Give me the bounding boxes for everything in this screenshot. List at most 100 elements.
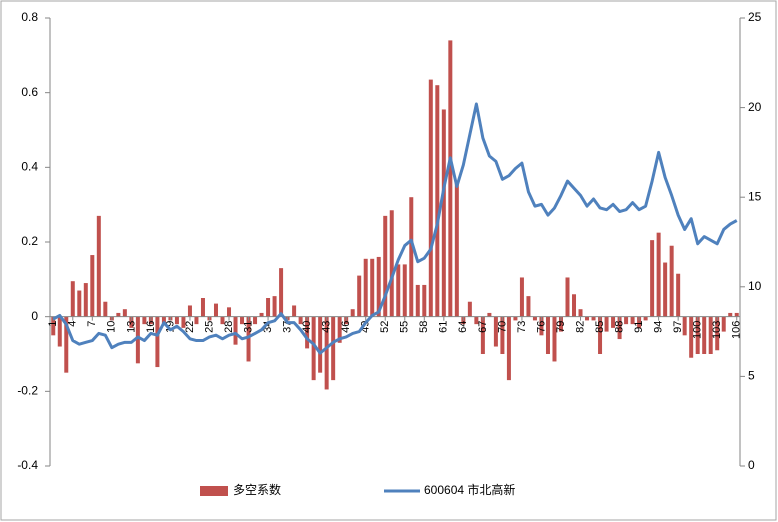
x-tick-label: 28	[223, 321, 235, 333]
bar	[474, 316, 479, 325]
bar	[376, 256, 381, 317]
bar	[513, 316, 518, 321]
x-tick-label: 52	[379, 321, 391, 333]
bar	[689, 316, 694, 358]
bar	[298, 316, 303, 325]
bar	[493, 316, 498, 347]
bar	[253, 316, 258, 325]
bar	[122, 309, 127, 317]
x-tick-label: 10	[106, 321, 118, 333]
y-tick-label: 0.4	[21, 160, 38, 174]
bar	[161, 316, 166, 325]
bar	[526, 296, 531, 317]
bar	[103, 301, 108, 317]
bar	[240, 316, 245, 325]
bar	[617, 316, 622, 340]
y2-tick-label: 10	[748, 279, 762, 293]
x-tick-label: 49	[360, 321, 372, 333]
x-tick-label: 100	[692, 321, 704, 339]
bar	[116, 312, 121, 317]
bar	[266, 298, 271, 317]
bar	[194, 316, 199, 325]
legend-label: 600604 市北高新	[424, 482, 515, 497]
bar	[663, 262, 668, 317]
bar	[656, 232, 661, 317]
bar	[624, 316, 629, 325]
y-tick-label: -0.2	[17, 384, 38, 398]
bar	[363, 258, 368, 317]
legend-label: 多空系数	[233, 482, 281, 497]
bar	[57, 316, 62, 347]
bar	[545, 316, 550, 354]
bar	[181, 316, 186, 328]
bar	[591, 316, 596, 321]
x-tick-label: 94	[653, 321, 665, 333]
x-tick-label: 40	[301, 321, 313, 333]
bar	[155, 316, 160, 368]
bar	[129, 316, 134, 328]
x-tick-label: 73	[516, 321, 528, 333]
bar	[83, 283, 88, 317]
bar	[598, 316, 603, 354]
bar	[187, 305, 192, 317]
bar	[90, 255, 95, 317]
bar	[454, 182, 459, 317]
x-tick-label: 85	[594, 321, 606, 333]
bar	[695, 316, 700, 354]
x-tick-label: 64	[457, 321, 469, 333]
bar	[552, 316, 557, 362]
x-tick-label: 67	[477, 321, 489, 333]
bar	[227, 307, 232, 317]
y2-tick-label: 25	[748, 10, 762, 24]
y-tick-label: 0	[31, 309, 38, 323]
bar	[200, 298, 205, 317]
bar	[637, 316, 642, 328]
bar	[611, 316, 616, 328]
bar	[669, 245, 674, 317]
bar	[715, 316, 720, 351]
bar	[487, 312, 492, 317]
bar	[415, 284, 420, 317]
bar	[676, 273, 681, 317]
x-tick-label: 22	[184, 321, 196, 333]
x-tick-label: 7	[86, 321, 98, 327]
bar	[357, 275, 362, 317]
bar	[506, 316, 511, 381]
bar	[572, 294, 577, 317]
bar	[350, 309, 355, 317]
y-tick-label: -0.4	[17, 458, 38, 472]
x-tick-label: 34	[262, 321, 274, 333]
bar	[337, 316, 342, 343]
x-tick-label: 1	[47, 321, 59, 327]
bar	[500, 316, 505, 354]
bar	[558, 316, 563, 332]
bar	[51, 316, 56, 336]
bar	[220, 316, 225, 325]
bar	[734, 312, 739, 317]
bar	[428, 79, 433, 317]
line	[52, 102, 738, 355]
x-tick-label: 79	[555, 321, 567, 333]
bar	[213, 303, 218, 317]
x-tick-label: 25	[203, 321, 215, 333]
y-tick-label: 0.6	[21, 85, 38, 99]
x-tick-label: 70	[496, 321, 508, 333]
bar	[174, 316, 179, 325]
bar	[435, 85, 440, 317]
y2-tick-label: 20	[748, 100, 762, 114]
bar	[682, 316, 687, 336]
x-tick-label: 58	[418, 321, 430, 333]
bar	[96, 215, 101, 317]
bar	[519, 277, 524, 317]
legend-swatch	[200, 486, 228, 496]
bar	[402, 264, 407, 317]
y2-tick-label: 5	[748, 369, 755, 383]
bar	[396, 264, 401, 317]
x-tick-label: 88	[613, 321, 625, 333]
y2-tick-label: 15	[748, 189, 762, 203]
bar	[77, 290, 82, 317]
bar	[585, 316, 590, 321]
bar	[292, 305, 297, 317]
bar	[578, 309, 583, 317]
